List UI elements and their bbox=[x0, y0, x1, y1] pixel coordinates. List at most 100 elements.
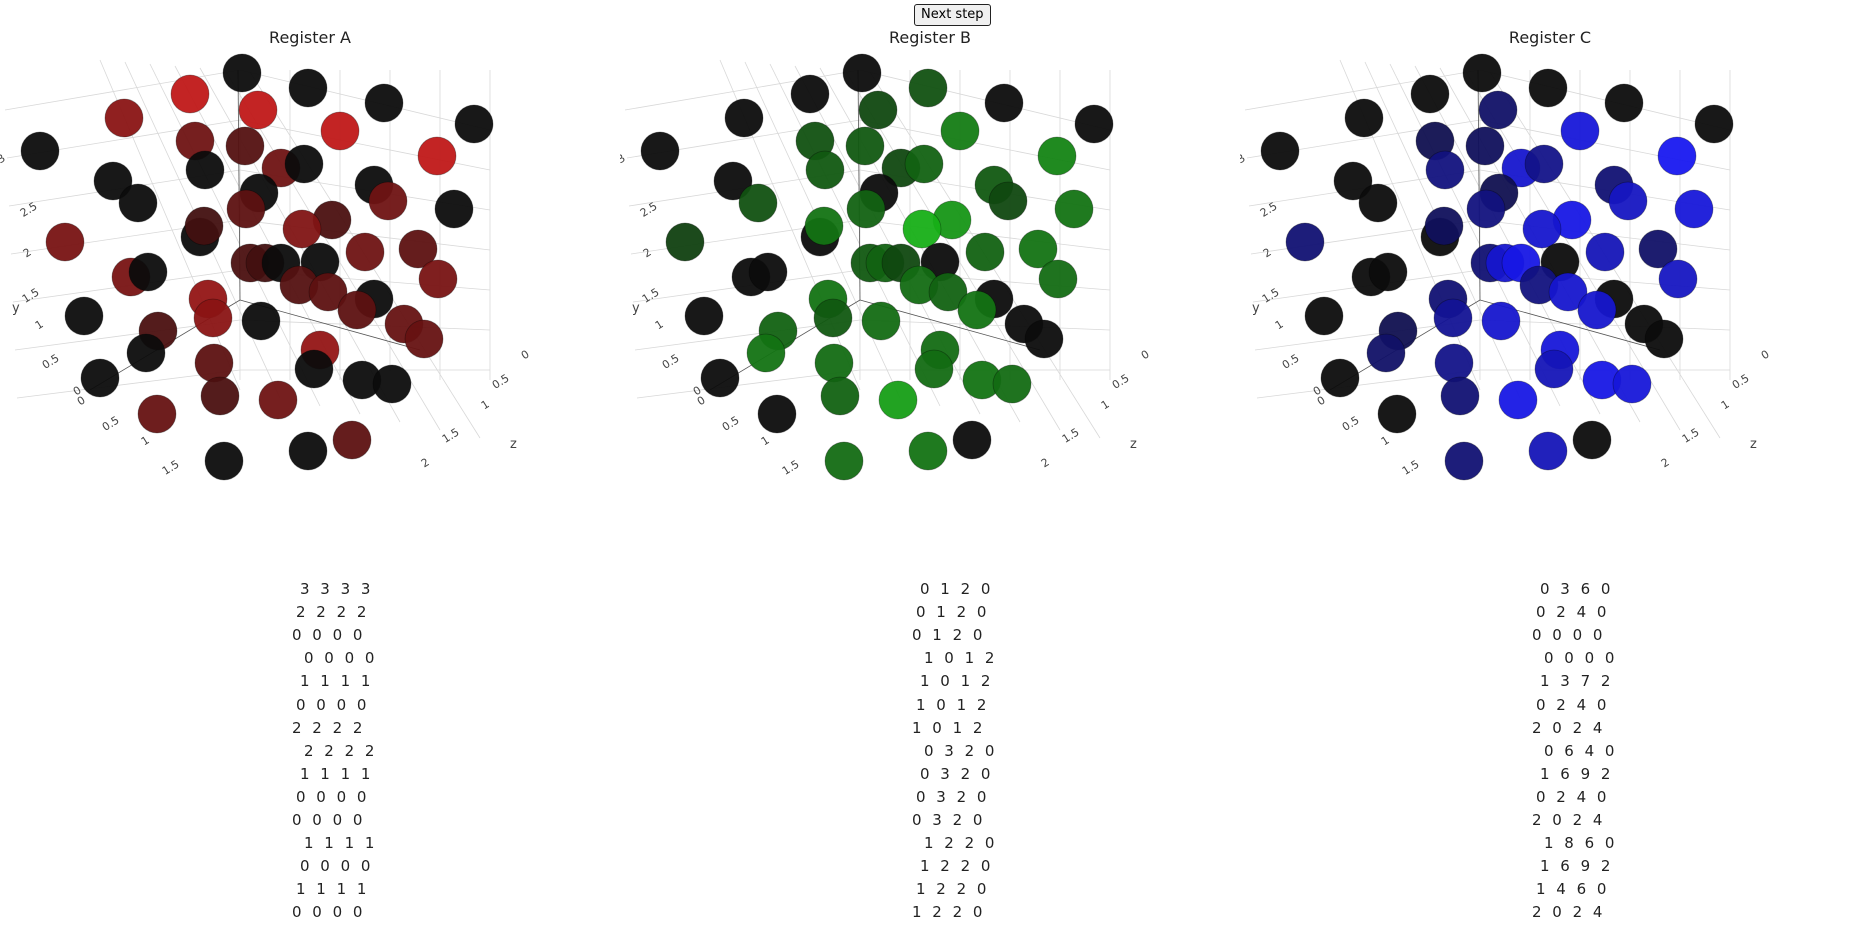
next-step-button[interactable]: Next step bbox=[914, 4, 991, 26]
sphere-marker[interactable] bbox=[878, 380, 918, 420]
sphere-marker[interactable] bbox=[417, 136, 457, 176]
sphere-marker[interactable] bbox=[308, 272, 348, 312]
sphere-marker[interactable] bbox=[258, 380, 298, 420]
sphere-marker[interactable] bbox=[418, 259, 458, 299]
sphere-marker[interactable] bbox=[20, 131, 60, 171]
sphere-marker[interactable] bbox=[185, 150, 225, 190]
sphere-marker[interactable] bbox=[640, 131, 680, 171]
sphere-marker[interactable] bbox=[1304, 296, 1344, 336]
sphere-marker[interactable] bbox=[64, 296, 104, 336]
sphere-marker[interactable] bbox=[1038, 259, 1078, 299]
sphere-marker[interactable] bbox=[364, 83, 404, 123]
sphere-marker[interactable] bbox=[790, 74, 830, 114]
sphere-marker[interactable] bbox=[1018, 229, 1058, 269]
sphere-marker[interactable] bbox=[1344, 98, 1384, 138]
sphere-marker[interactable] bbox=[1585, 232, 1625, 272]
sphere-marker[interactable] bbox=[193, 298, 233, 338]
sphere-marker[interactable] bbox=[337, 290, 377, 330]
sphere-marker[interactable] bbox=[1465, 126, 1505, 166]
sphere-marker[interactable] bbox=[1657, 136, 1697, 176]
sphere-marker[interactable] bbox=[282, 209, 322, 249]
sphere-marker[interactable] bbox=[1694, 104, 1734, 144]
sphere-marker[interactable] bbox=[1440, 376, 1480, 416]
sphere-marker[interactable] bbox=[684, 296, 724, 336]
sphere-marker[interactable] bbox=[368, 181, 408, 221]
sphere-marker[interactable] bbox=[814, 343, 854, 383]
sphere-marker[interactable] bbox=[1572, 420, 1612, 460]
sphere-marker[interactable] bbox=[1024, 319, 1064, 359]
sphere-marker[interactable] bbox=[345, 232, 385, 272]
sphere-marker[interactable] bbox=[404, 319, 444, 359]
sphere-marker[interactable] bbox=[842, 53, 882, 93]
sphere-marker[interactable] bbox=[454, 104, 494, 144]
sphere-marker[interactable] bbox=[845, 126, 885, 166]
sphere-marker[interactable] bbox=[1481, 301, 1521, 341]
sphere-marker[interactable] bbox=[988, 181, 1028, 221]
sphere-marker[interactable] bbox=[434, 189, 474, 229]
sphere-marker[interactable] bbox=[1425, 150, 1465, 190]
sphere-marker[interactable] bbox=[320, 111, 360, 151]
sphere-marker[interactable] bbox=[1074, 104, 1114, 144]
sphere-marker[interactable] bbox=[992, 364, 1032, 404]
sphere-marker[interactable] bbox=[1528, 431, 1568, 471]
sphere-marker[interactable] bbox=[288, 431, 328, 471]
sphere-marker[interactable] bbox=[904, 144, 944, 184]
sphere-marker[interactable] bbox=[288, 68, 328, 108]
sphere-marker[interactable] bbox=[1462, 53, 1502, 93]
sphere-marker[interactable] bbox=[398, 229, 438, 269]
sphere-marker[interactable] bbox=[984, 83, 1024, 123]
sphere-marker[interactable] bbox=[902, 209, 942, 249]
sphere-marker[interactable] bbox=[1320, 358, 1360, 398]
sphere-marker[interactable] bbox=[1534, 349, 1574, 389]
sphere-marker[interactable] bbox=[1522, 209, 1562, 249]
sphere-marker[interactable] bbox=[372, 364, 412, 404]
sphere-marker[interactable] bbox=[1577, 290, 1617, 330]
sphere-marker[interactable] bbox=[1433, 298, 1473, 338]
sphere-marker[interactable] bbox=[665, 222, 705, 262]
sphere-marker[interactable] bbox=[965, 232, 1005, 272]
sphere-marker[interactable] bbox=[1674, 189, 1714, 229]
sphere-marker[interactable] bbox=[1054, 189, 1094, 229]
sphere-marker[interactable] bbox=[128, 252, 168, 292]
sphere-marker[interactable] bbox=[80, 358, 120, 398]
sphere-marker[interactable] bbox=[1478, 90, 1518, 130]
sphere-marker[interactable] bbox=[1333, 161, 1373, 201]
sphere-marker[interactable] bbox=[1366, 333, 1406, 373]
sphere-marker[interactable] bbox=[1434, 343, 1474, 383]
sphere-marker[interactable] bbox=[952, 420, 992, 460]
sphere-marker[interactable] bbox=[700, 358, 740, 398]
sphere-marker[interactable] bbox=[914, 349, 954, 389]
sphere-marker[interactable] bbox=[226, 189, 266, 229]
sphere-marker[interactable] bbox=[846, 189, 886, 229]
sphere-marker[interactable] bbox=[126, 333, 166, 373]
sphere-marker[interactable] bbox=[858, 90, 898, 130]
sphere-marker[interactable] bbox=[222, 53, 262, 93]
sphere-marker[interactable] bbox=[241, 301, 281, 341]
sphere-marker[interactable] bbox=[957, 290, 997, 330]
sphere-marker[interactable] bbox=[908, 431, 948, 471]
sphere-marker[interactable] bbox=[225, 126, 265, 166]
sphere-marker[interactable] bbox=[1285, 222, 1325, 262]
sphere-marker[interactable] bbox=[908, 68, 948, 108]
sphere-marker[interactable] bbox=[104, 98, 144, 138]
sphere-marker[interactable] bbox=[928, 272, 968, 312]
sphere-marker[interactable] bbox=[813, 298, 853, 338]
sphere-marker[interactable] bbox=[746, 333, 786, 373]
sphere-marker[interactable] bbox=[1608, 181, 1648, 221]
sphere-marker[interactable] bbox=[1638, 229, 1678, 269]
sphere-marker[interactable] bbox=[861, 301, 901, 341]
sphere-marker[interactable] bbox=[137, 394, 177, 434]
sphere-marker[interactable] bbox=[1498, 380, 1538, 420]
sphere-marker[interactable] bbox=[824, 441, 864, 481]
sphere-marker[interactable] bbox=[820, 376, 860, 416]
sphere-marker[interactable] bbox=[284, 144, 324, 184]
sphere-marker[interactable] bbox=[738, 183, 778, 223]
sphere-marker[interactable] bbox=[294, 349, 334, 389]
sphere-marker[interactable] bbox=[804, 206, 844, 246]
sphere-marker[interactable] bbox=[332, 420, 372, 460]
sphere-marker[interactable] bbox=[93, 161, 133, 201]
sphere-marker[interactable] bbox=[170, 74, 210, 114]
